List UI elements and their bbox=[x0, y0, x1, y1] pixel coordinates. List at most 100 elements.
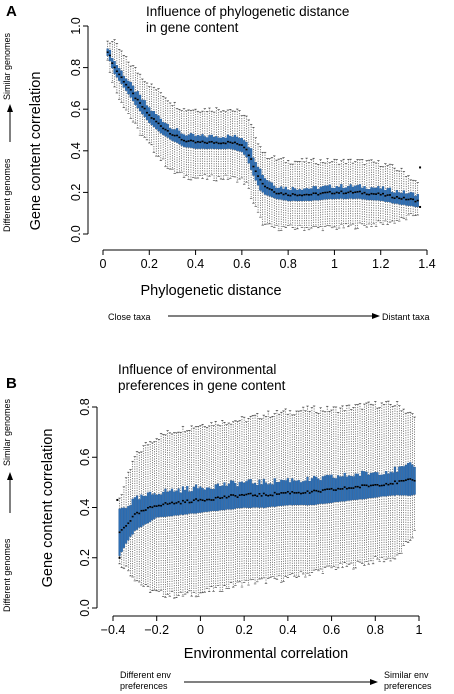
panel-a-median-mark bbox=[125, 83, 128, 86]
panel-a-box bbox=[171, 105, 174, 170]
panel-a-axes: 0.0 0.2 0.4 0.6 0.8 1.0 0 0.2 0.4 0.6 0.8 1 1.2 1.4 bbox=[69, 17, 436, 271]
panel-a-y-tick-label: 0.2 bbox=[69, 184, 83, 201]
panel-a-box bbox=[349, 158, 352, 226]
panel-b-median-mark bbox=[391, 483, 394, 485]
panel-a-outlier bbox=[419, 205, 422, 208]
panel-a-median-mark bbox=[324, 191, 327, 194]
panel-b-boxes bbox=[118, 400, 416, 599]
panel-b-box bbox=[339, 407, 342, 564]
panel-b-median-mark bbox=[306, 490, 309, 492]
panel-b-median-mark bbox=[409, 478, 412, 480]
panel-b-box bbox=[282, 410, 285, 582]
panel-a-median-mark bbox=[208, 141, 211, 143]
panel-b-median-mark bbox=[300, 492, 302, 495]
panel-a-box bbox=[307, 162, 311, 231]
panel-a-title-line-1: Influence of phylogenetic distance bbox=[146, 4, 349, 19]
panel-b-median-mark bbox=[363, 484, 366, 486]
panel-b-box bbox=[411, 413, 414, 539]
panel-b-median-mark bbox=[147, 506, 149, 509]
panel-b-x-tick-label: 0.8 bbox=[367, 623, 384, 637]
panel-a-box bbox=[407, 175, 410, 216]
panel-b-median-mark bbox=[149, 506, 152, 508]
panel-b-median-mark bbox=[144, 509, 147, 511]
panel-a-median-mark bbox=[203, 141, 206, 144]
panel-b-box bbox=[218, 425, 222, 592]
panel-a-median-mark bbox=[236, 142, 239, 145]
panel-b-box bbox=[236, 421, 239, 583]
panel-b-median-mark bbox=[210, 499, 213, 501]
panel-a-box bbox=[379, 165, 382, 224]
panel-a-median-mark bbox=[310, 193, 313, 196]
panel-b-median-mark bbox=[168, 502, 171, 505]
panel-a-box bbox=[138, 73, 142, 136]
panel-a-median-mark bbox=[391, 196, 394, 199]
panel-b-box bbox=[170, 433, 174, 592]
panel-b-median-mark bbox=[188, 501, 191, 504]
panel-a-box bbox=[134, 67, 137, 124]
panel-a-box bbox=[386, 165, 389, 225]
panel-b-median-mark bbox=[251, 494, 254, 497]
panel-b-box bbox=[369, 403, 373, 562]
panel-a-box bbox=[148, 86, 151, 144]
panel-a-median-mark bbox=[250, 158, 253, 160]
panel-b-median-mark bbox=[326, 488, 329, 490]
panel-b-box bbox=[391, 406, 394, 559]
panel-a-box bbox=[416, 182, 419, 216]
panel-b-y-tick-label: 0.4 bbox=[78, 499, 92, 516]
panel-a-box bbox=[159, 92, 163, 161]
panel-b-median-mark bbox=[396, 482, 399, 485]
panel-a-box bbox=[238, 110, 241, 180]
panel-b-median-mark bbox=[352, 487, 355, 489]
panel-a-median-mark bbox=[136, 98, 139, 101]
panel-a-median-mark bbox=[307, 194, 310, 196]
panel-b-box bbox=[317, 412, 320, 572]
panel-a-box bbox=[337, 163, 341, 229]
panel-b-box bbox=[148, 441, 152, 593]
panel-a-y-tick-label: 0.0 bbox=[69, 225, 83, 242]
panel-a-median-mark bbox=[143, 107, 146, 110]
panel-a-median-mark bbox=[379, 193, 382, 196]
panel-a-median-mark bbox=[192, 140, 195, 142]
panel-a-box bbox=[194, 108, 197, 179]
panel-b-x-tick-label: 1 bbox=[416, 623, 423, 637]
panel-a-median-mark bbox=[363, 191, 366, 194]
panel-b-median-mark bbox=[394, 480, 396, 483]
panel-b-box bbox=[179, 431, 182, 593]
panel-a-box bbox=[124, 56, 128, 111]
panel-a-median-mark bbox=[400, 198, 403, 200]
panel-a-median-mark bbox=[169, 132, 172, 135]
panel-a-box bbox=[150, 83, 153, 146]
panel-a-box bbox=[252, 127, 255, 204]
panel-b-box bbox=[142, 445, 145, 587]
panel-b-title-line-2: preferences in gene content bbox=[118, 378, 286, 393]
panel-b-median-mark bbox=[324, 488, 326, 491]
panel-b-median-mark bbox=[398, 480, 401, 482]
panel-a-median-mark bbox=[402, 196, 405, 199]
panel-a-box bbox=[298, 161, 301, 226]
panel-b-x-annotation-left-line-1: Different env bbox=[120, 670, 171, 680]
panel-b-x-tick-label: 0.6 bbox=[323, 623, 340, 637]
panel-a-box bbox=[118, 49, 121, 100]
panel-a-box bbox=[175, 108, 179, 174]
panel-a-box bbox=[414, 180, 417, 216]
panel-a-box bbox=[393, 167, 396, 224]
panel-a-median-mark bbox=[152, 118, 155, 120]
panel-b-median-mark bbox=[374, 483, 377, 486]
panel-b-median-mark bbox=[317, 490, 320, 493]
panel-a-median-mark bbox=[243, 146, 246, 149]
panel-a-median-mark bbox=[129, 88, 132, 91]
panel-a-box bbox=[354, 161, 357, 230]
panel-a-box bbox=[261, 151, 264, 226]
panel-a-letter: A bbox=[6, 3, 17, 20]
panel-b-box bbox=[166, 430, 169, 595]
panel-b-box bbox=[216, 424, 220, 586]
panel-b-median-mark bbox=[348, 487, 350, 489]
panel-a-median-mark bbox=[115, 70, 118, 73]
panel-a-box bbox=[240, 115, 244, 179]
panel-b-median-mark bbox=[206, 498, 208, 501]
panel-a-median-mark bbox=[213, 142, 216, 144]
panel-a-box bbox=[409, 179, 412, 214]
panel-a-box bbox=[141, 78, 144, 136]
panel-b-box bbox=[229, 423, 233, 583]
panel-b-x-annotation-left: Different env preferences bbox=[120, 670, 173, 691]
